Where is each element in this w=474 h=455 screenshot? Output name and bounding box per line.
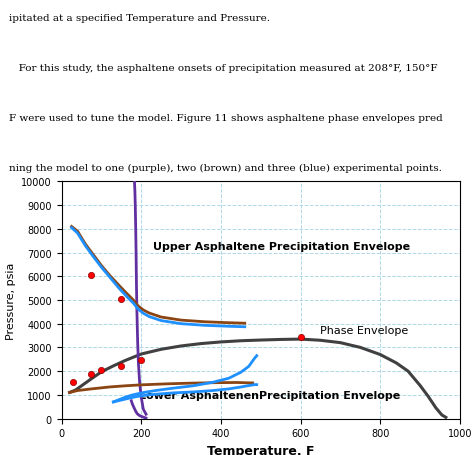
Text: Lower AsphaltenenPrecipitation Envelope: Lower AsphaltenenPrecipitation Envelope bbox=[139, 390, 401, 400]
Text: ipitated at a specified Temperature and Pressure.: ipitated at a specified Temperature and … bbox=[9, 14, 271, 23]
Text: ning the model to one (purple), two (brown) and three (blue) experimental points: ning the model to one (purple), two (bro… bbox=[9, 164, 442, 173]
Text: For this study, the asphaltene onsets of precipitation measured at 208°F, 150°F: For this study, the asphaltene onsets of… bbox=[9, 64, 438, 73]
Text: F were used to tune the model. Figure 11 shows asphaltene phase envelopes pred: F were used to tune the model. Figure 11… bbox=[9, 114, 443, 123]
Y-axis label: Pressure, psia: Pressure, psia bbox=[6, 262, 16, 339]
Text: Upper Asphaltene Precipitation Envelope: Upper Asphaltene Precipitation Envelope bbox=[153, 242, 410, 252]
Text: Phase Envelope: Phase Envelope bbox=[320, 325, 409, 335]
X-axis label: Temperature, F: Temperature, F bbox=[207, 444, 314, 455]
